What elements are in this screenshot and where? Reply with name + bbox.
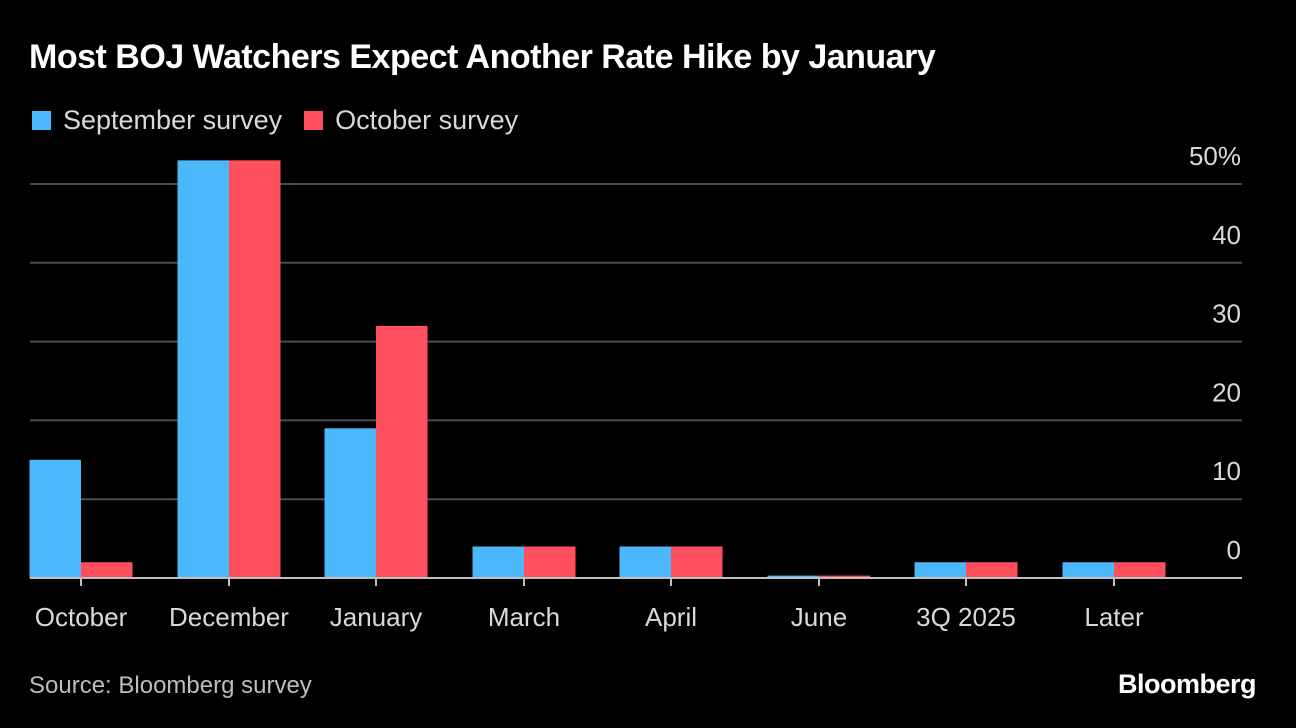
bar-september (619, 546, 671, 578)
x-tick-label: October (35, 602, 128, 632)
bar-october (229, 160, 281, 579)
legend-item-september: September survey (32, 105, 282, 136)
y-tick-label: 30 (1212, 299, 1241, 329)
legend-swatch-september (32, 111, 51, 130)
source-note: Source: Bloomberg survey (29, 672, 312, 699)
y-tick-label: 50% (1189, 141, 1241, 171)
legend-label-september: September survey (63, 105, 283, 135)
x-tick-label: Later (1084, 602, 1144, 632)
legend-label-october: October survey (335, 105, 519, 135)
bar-chart: 0 10 20 30 40 50% October December January March A… (29, 141, 1242, 632)
bar-october (81, 562, 133, 578)
bar-october (819, 575, 871, 578)
bar-october (671, 546, 723, 578)
bar-september (1062, 562, 1114, 578)
bloomberg-logo: Bloomberg (1117, 669, 1257, 699)
bar-september (324, 428, 376, 578)
x-tick-label: June (791, 602, 847, 632)
bar-september (29, 459, 81, 578)
y-tick-label: 0 (1227, 535, 1241, 565)
bar-september (914, 562, 966, 578)
y-tick-label: 20 (1212, 377, 1241, 407)
x-tick-label: December (169, 602, 289, 632)
x-tick-label: April (645, 602, 697, 632)
bar-september (472, 546, 524, 578)
legend-swatch-october (304, 111, 324, 130)
bar-september (177, 160, 229, 579)
bar-october (966, 562, 1018, 578)
legend: September survey October survey (32, 105, 518, 136)
chart-title: Most BOJ Watchers Expect Another Rate Hi… (29, 38, 936, 76)
legend-item-october: October survey (304, 105, 518, 136)
x-tick-label: 3Q 2025 (916, 602, 1016, 632)
bar-october (1114, 562, 1166, 578)
x-tick-label: March (488, 602, 560, 632)
y-tick-label: 10 (1212, 456, 1241, 486)
bar-october (524, 546, 576, 578)
y-tick-label: 40 (1212, 220, 1241, 250)
bar-september (767, 575, 819, 578)
x-tick-label: January (330, 602, 423, 632)
bar-october (376, 325, 428, 578)
